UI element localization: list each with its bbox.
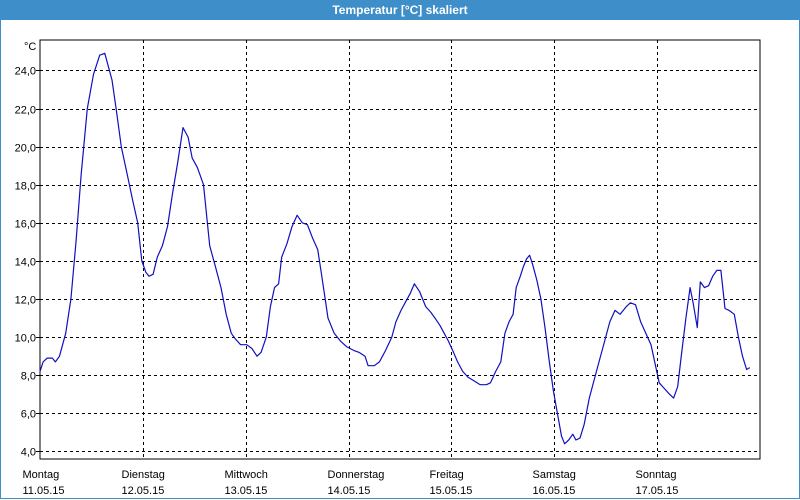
x-tick-day-label: Mittwoch — [225, 469, 268, 481]
x-tick-date-label: 13.05.15 — [225, 485, 268, 497]
x-tick-date-label: 12.05.15 — [122, 485, 165, 497]
y-tick-label: 12,0 — [15, 295, 36, 307]
x-tick-day-label: Donnerstag — [328, 469, 385, 481]
y-tick-label: 4,0 — [21, 447, 36, 459]
y-axis-unit-label: °C — [24, 41, 36, 53]
temperature-series-line — [39, 52, 751, 445]
y-tick-label: 18,0 — [15, 181, 36, 193]
y-tick-label: 10,0 — [15, 333, 36, 345]
chart-title: Temperatur [°C] skaliert — [332, 3, 468, 17]
y-tick-label: 24,0 — [15, 66, 36, 78]
y-tick-label: 22,0 — [15, 105, 36, 117]
chart-title-bar: Temperatur [°C] skaliert — [0, 0, 800, 20]
x-tick-day-label: Freitag — [430, 469, 464, 481]
x-tick-day-label: Samstag — [533, 469, 576, 481]
y-tick-label: 8,0 — [21, 371, 36, 383]
x-tick-day-label: Montag — [23, 469, 60, 481]
y-tick-label: 14,0 — [15, 257, 36, 269]
x-tick-date-label: 17.05.15 — [636, 485, 679, 497]
y-tick-label: 16,0 — [15, 219, 36, 231]
y-tick-label: 20,0 — [15, 143, 36, 155]
x-tick-day-label: Dienstag — [122, 469, 165, 481]
x-tick-date-label: 11.05.15 — [23, 485, 65, 497]
plot-area — [39, 39, 761, 460]
x-tick-date-label: 16.05.15 — [533, 485, 576, 497]
x-tick-day-label: Sonntag — [636, 469, 677, 481]
grid-layer — [40, 40, 760, 459]
x-tick-date-label: 15.05.15 — [430, 485, 473, 497]
x-tick-date-label: 14.05.15 — [328, 485, 371, 497]
line-layer — [39, 52, 751, 445]
axis-layer: 4,0 6,0 8,0 10,0 12,0 14,0 16,0 18,0 20,0 22,0 24,… — [15, 39, 761, 497]
y-tick-label: 6,0 — [21, 409, 36, 421]
